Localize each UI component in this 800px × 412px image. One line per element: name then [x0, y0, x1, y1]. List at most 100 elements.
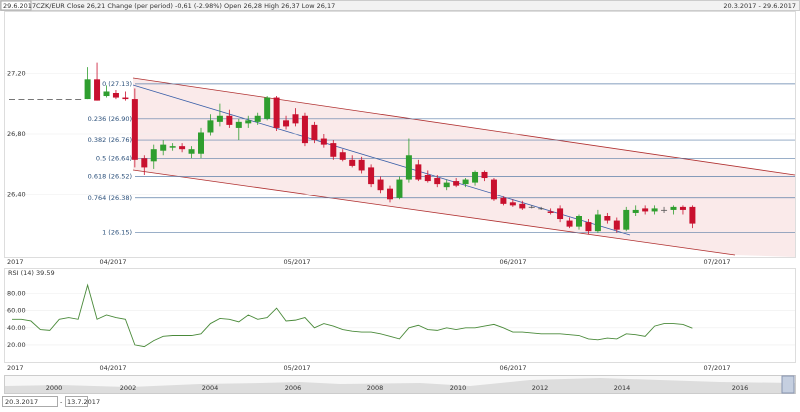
to-date: 13.7.2017	[67, 398, 100, 406]
candle-body	[254, 115, 261, 122]
rsi-title: RSI (14) 39.59	[8, 269, 55, 277]
rsi-panel	[4, 268, 796, 363]
y-tick-label: 20.00	[7, 341, 26, 349]
fib-label: 0.764 (26.38)	[88, 194, 132, 202]
to-input[interactable]	[65, 396, 88, 407]
candle-body	[689, 206, 696, 224]
rsi-line	[12, 283, 693, 348]
candle-body	[283, 120, 290, 127]
candle-body	[226, 115, 233, 125]
candle-body	[472, 171, 479, 183]
candle-body	[434, 178, 441, 185]
candle-body	[349, 159, 356, 166]
candle-body	[651, 208, 658, 212]
candle-body	[150, 149, 157, 162]
candle-body	[377, 179, 384, 191]
candle-body	[320, 138, 327, 145]
candle-body	[566, 220, 573, 227]
navigator-year: 2002	[120, 384, 137, 392]
x-tick-label: 06/2017	[499, 258, 526, 266]
fib-label: 0.5 (26.64)	[96, 154, 132, 162]
candle-body	[46, 99, 53, 100]
x-tick-label: 04/2017	[99, 258, 126, 266]
candle-body	[112, 93, 119, 98]
channel-lower	[132, 169, 736, 256]
header-quote: CZK/EUR Close 26,21 Change (per period) …	[36, 2, 335, 10]
main-chart: 27,20 26,80 26,40 2017 04/2017 05/2017 06/2017…	[5, 62, 795, 266]
candle-body	[301, 115, 308, 144]
header-range: 20.3.2017 - 29.6.2017	[723, 2, 796, 10]
candle-body	[613, 220, 620, 230]
fib-label: 1 (26.15)	[102, 229, 132, 237]
candle-body	[264, 97, 271, 119]
navigator-window[interactable]	[781, 375, 795, 394]
navigator-year: 2012	[532, 384, 549, 392]
navigator-year: 2010	[450, 384, 467, 392]
candle-body	[216, 115, 223, 122]
candle-body	[547, 211, 554, 213]
candle-body	[500, 197, 507, 204]
candle-body	[557, 208, 564, 220]
candle-body	[509, 202, 516, 206]
main-panel	[4, 11, 796, 258]
candle-body	[18, 99, 25, 100]
candle-body	[387, 188, 393, 200]
channel-upper	[132, 77, 796, 176]
candle-body	[415, 164, 422, 180]
candle-body	[661, 209, 668, 211]
candle-body	[538, 208, 545, 210]
navigator-year: 2014	[614, 384, 631, 392]
x-tick-label: 04/2017	[99, 364, 126, 372]
navigator-year: 2008	[367, 384, 384, 392]
candle-body	[604, 216, 611, 221]
candle-body	[141, 158, 148, 168]
candle-body	[642, 208, 649, 212]
navigator-labels: 2000 2002 2004 2006 2008 2010 2012 2014 2016	[46, 384, 749, 392]
candle-body	[679, 206, 686, 210]
y-tick-label: 26,80	[7, 130, 26, 138]
candle-body	[453, 181, 460, 186]
x-tick-label: 2017	[7, 364, 24, 372]
candle-body	[103, 91, 110, 97]
x-tick-label: 2017	[7, 258, 24, 266]
candle-body	[9, 99, 15, 100]
candle-body	[27, 99, 34, 100]
x-tick-label: 07/2017	[703, 364, 730, 372]
candle-body	[594, 214, 601, 232]
candle-body	[490, 179, 497, 200]
navigator-year: 2004	[202, 384, 219, 392]
y-tick-label: 27,20	[7, 69, 26, 77]
candle-body	[443, 182, 450, 188]
candle-body	[160, 144, 167, 151]
x-tick-label: 05/2017	[283, 258, 310, 266]
candle-body	[56, 99, 63, 100]
candle-body	[84, 79, 91, 100]
candle-body	[462, 179, 469, 185]
candle-body	[94, 79, 101, 101]
fib-label: 0 (27.13)	[102, 80, 132, 88]
candle-body	[179, 146, 186, 150]
candle-body	[65, 99, 72, 100]
y-tick-label: 40.00	[7, 324, 26, 332]
candle-body	[576, 216, 582, 227]
y-tick-label: 60.00	[7, 307, 26, 315]
candle-body	[245, 120, 252, 124]
candle-body	[292, 114, 299, 124]
from-input[interactable]	[2, 396, 58, 407]
separator: -	[60, 398, 63, 406]
candle-body	[481, 171, 488, 179]
candle-body	[330, 143, 337, 157]
candle-body	[405, 155, 412, 180]
candle-body	[122, 97, 129, 100]
fib-label: 0.618 (26.52)	[88, 173, 132, 181]
candle-body	[131, 99, 138, 160]
candle-body	[632, 209, 639, 213]
candle-body	[37, 99, 44, 100]
navigator-area	[5, 378, 795, 393]
navigator-year: 2006	[285, 384, 302, 392]
candle-body	[670, 206, 677, 210]
candle-body	[585, 222, 592, 232]
candle-body	[519, 203, 526, 209]
